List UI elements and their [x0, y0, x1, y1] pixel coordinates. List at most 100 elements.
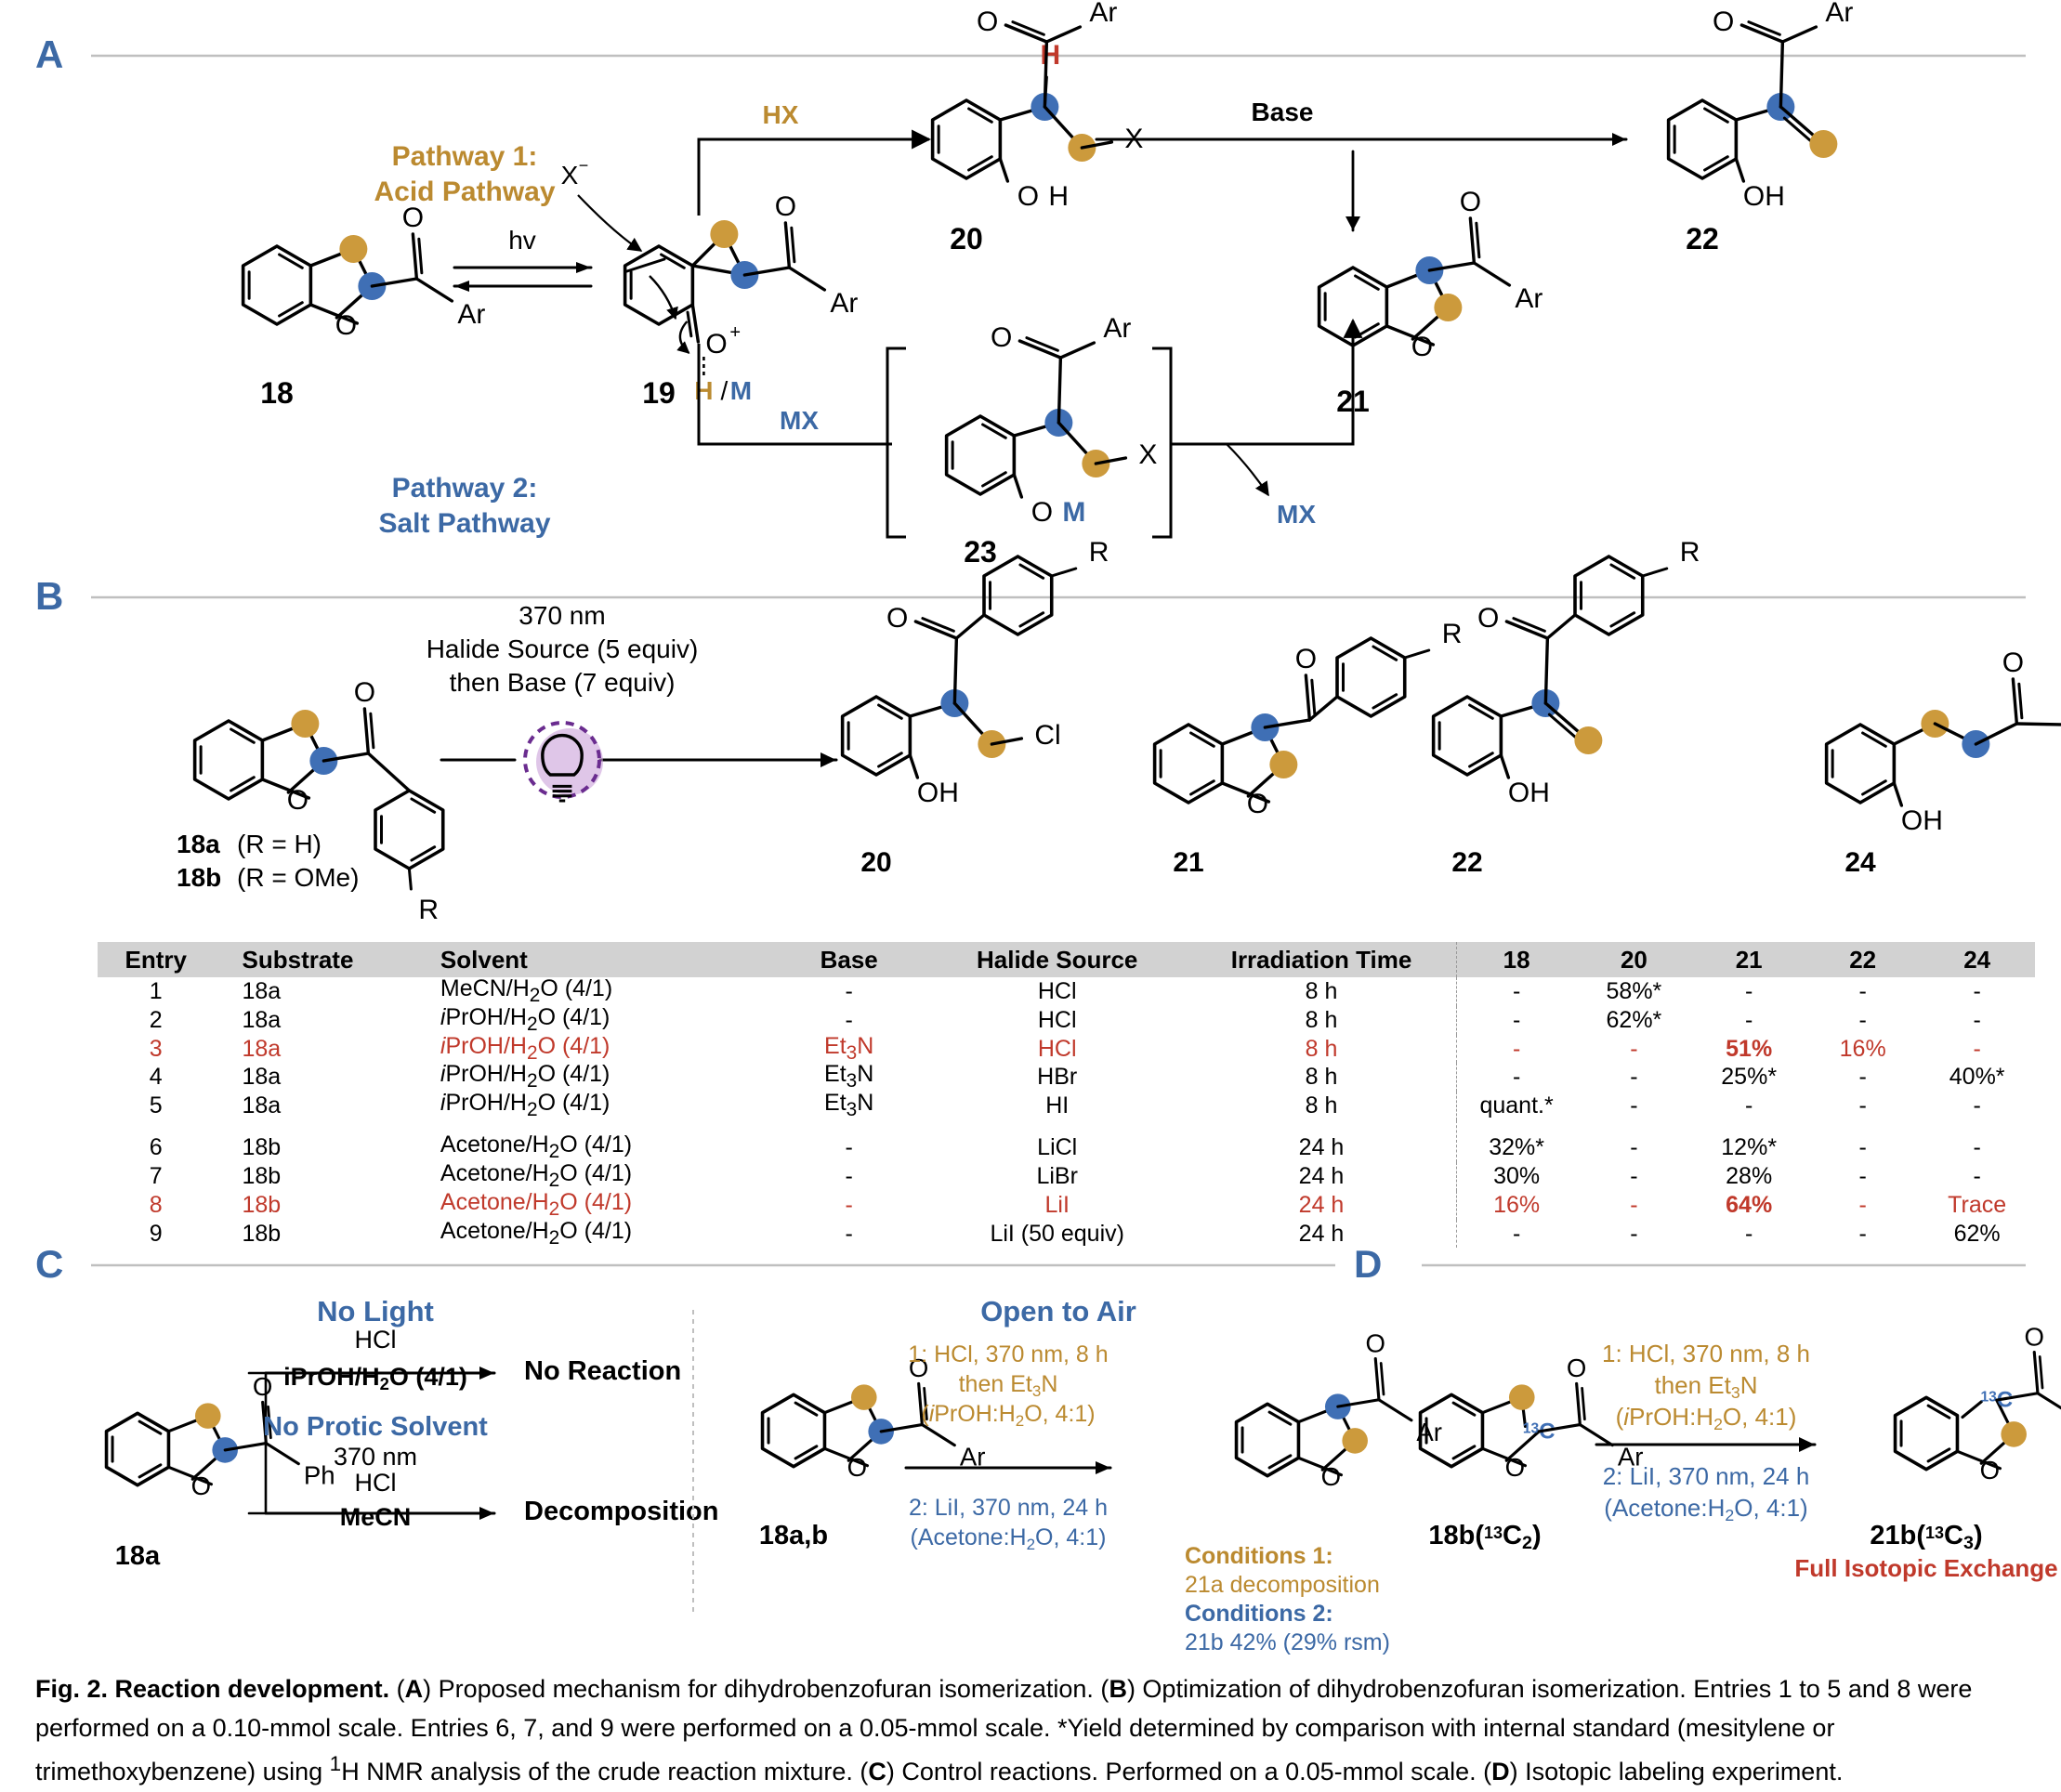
svg-text:O: O [1505, 1453, 1525, 1482]
svg-text:then Et3N: then Et3N [959, 1371, 1058, 1400]
svg-text:18b: 18b [177, 863, 221, 892]
svg-text:HCl: HCl [355, 1326, 397, 1354]
svg-text:Full Isotopic Exchange: Full Isotopic Exchange [1794, 1554, 2057, 1582]
svg-text:Ar: Ar [1515, 283, 1542, 314]
svg-text:Halide Source (5 equiv): Halide Source (5 equiv) [427, 634, 699, 663]
svg-text:then Et3N: then Et3N [1654, 1371, 1757, 1402]
svg-text:(Acetone:H2O, 4:1): (Acetone:H2O, 4:1) [1604, 1494, 1807, 1524]
svg-text:OH: OH [917, 778, 959, 808]
svg-text:24: 24 [1844, 847, 1876, 878]
svg-text:(iPrOH:H2O, 4:1): (iPrOH:H2O, 4:1) [1616, 1403, 1797, 1433]
svg-text:O: O [705, 329, 727, 360]
svg-text:R: R [1089, 537, 1109, 568]
svg-text:O: O [1411, 332, 1433, 362]
svg-text:23: 23 [964, 535, 997, 569]
svg-text:18: 18 [260, 376, 294, 410]
svg-text:MeCN: MeCN [340, 1503, 412, 1531]
svg-text:MX: MX [780, 406, 819, 435]
svg-text:OH: OH [1743, 181, 1785, 212]
svg-text:R: R [418, 895, 439, 925]
svg-text:O: O [991, 322, 1012, 353]
svg-text:21b 42% (29% rsm): 21b 42% (29% rsm) [1185, 1629, 1390, 1655]
svg-text:X: X [1138, 439, 1157, 470]
svg-text:(iPrOH:H2O, 4:1): (iPrOH:H2O, 4:1) [921, 1401, 1095, 1430]
svg-text:No Reaction: No Reaction [524, 1356, 681, 1386]
svg-text:1: HCl, 370 nm, 8 h: 1: HCl, 370 nm, 8 h [1602, 1340, 1810, 1367]
svg-text:HX: HX [763, 100, 799, 129]
svg-text:Pathway 1:: Pathway 1: [392, 141, 538, 172]
svg-text:hv: hv [508, 226, 536, 255]
svg-text:Pathway 2:: Pathway 2: [392, 473, 538, 504]
svg-text:18a,b: 18a,b [759, 1521, 828, 1550]
svg-text:O: O [1980, 1456, 2000, 1485]
svg-text:O: O [1247, 789, 1268, 819]
svg-text:C: C [35, 1242, 63, 1286]
svg-text:O: O [1295, 644, 1317, 674]
svg-text:20: 20 [950, 222, 983, 255]
svg-text:Open to Air: Open to Air [980, 1295, 1136, 1328]
svg-text:D: D [1354, 1242, 1382, 1286]
svg-text:O: O [253, 1372, 272, 1401]
svg-text:O: O [287, 785, 308, 816]
svg-text:B: B [35, 574, 63, 618]
svg-text:X: X [561, 161, 579, 190]
svg-text:370 nm: 370 nm [519, 601, 605, 630]
svg-text:20: 20 [860, 847, 891, 878]
svg-text:Ar: Ar [1103, 313, 1131, 344]
svg-text:O: O [191, 1472, 211, 1500]
svg-text:Salt Pathway: Salt Pathway [378, 508, 550, 539]
svg-text:Base: Base [1252, 98, 1314, 126]
svg-text:2: LiI, 370 nm, 24 h: 2: LiI, 370 nm, 24 h [909, 1495, 1108, 1521]
svg-text:21b(13C3): 21b(13C3) [1870, 1521, 1982, 1553]
svg-text:/: / [720, 376, 728, 405]
svg-text:1: HCl, 370 nm, 8 h: 1: HCl, 370 nm, 8 h [908, 1341, 1108, 1367]
svg-text:370 nm: 370 nm [334, 1443, 417, 1471]
svg-text:22: 22 [1451, 847, 1482, 878]
svg-text:iPrOH/H2O (4/1): iPrOH/H2O (4/1) [283, 1363, 467, 1393]
svg-text:(R = H): (R = H) [237, 830, 322, 858]
svg-text:No Light: No Light [317, 1295, 434, 1328]
svg-text:Ar: Ar [1825, 0, 1853, 28]
svg-text:O: O [886, 603, 908, 634]
svg-text:O: O [1567, 1354, 1586, 1382]
svg-text:OH: OH [1508, 778, 1550, 808]
svg-text:H: H [1041, 40, 1061, 71]
svg-text:O: O [1321, 1462, 1341, 1491]
svg-text:−: − [579, 156, 589, 175]
svg-text:O: O [1017, 181, 1039, 212]
svg-text:M: M [1062, 497, 1085, 528]
svg-text:Decomposition: Decomposition [524, 1497, 718, 1526]
svg-text:18a: 18a [177, 830, 220, 858]
svg-text:Conditions 2:: Conditions 2: [1185, 1601, 1333, 1627]
svg-text:O: O [847, 1453, 867, 1482]
svg-text:Cl: Cl [1034, 720, 1060, 751]
svg-text:Ar: Ar [830, 288, 858, 319]
svg-text:Acid Pathway: Acid Pathway [374, 177, 555, 207]
svg-text:O: O [2002, 647, 2024, 678]
svg-text:OH: OH [1901, 805, 1943, 836]
svg-text:21: 21 [1173, 847, 1203, 878]
svg-text:O: O [335, 310, 357, 341]
svg-text:Ar: Ar [457, 299, 485, 330]
svg-text:O: O [1477, 603, 1499, 634]
svg-text:(Acetone:H2O, 4:1): (Acetone:H2O, 4:1) [911, 1524, 1107, 1553]
svg-text:Ar: Ar [1089, 0, 1117, 28]
svg-text:then Base (7 equiv): then Base (7 equiv) [450, 668, 676, 697]
svg-text:O: O [1366, 1328, 1385, 1357]
svg-text:O: O [2025, 1322, 2044, 1351]
svg-text:O: O [1713, 7, 1734, 37]
svg-text:H: H [694, 376, 713, 405]
svg-text:18a: 18a [115, 1541, 161, 1571]
svg-text:R: R [1680, 537, 1700, 568]
svg-text:H: H [1048, 181, 1069, 212]
svg-text:22: 22 [1686, 222, 1719, 255]
svg-text:21a decomposition: 21a decomposition [1185, 1572, 1380, 1598]
svg-text:O: O [775, 191, 796, 222]
svg-text:A: A [35, 33, 63, 76]
svg-text:19: 19 [642, 376, 676, 410]
svg-text:2: LiI, 370 nm, 24 h: 2: LiI, 370 nm, 24 h [1603, 1462, 1810, 1490]
svg-text:No Protic Solvent: No Protic Solvent [263, 1412, 488, 1442]
svg-text:O: O [354, 677, 375, 708]
svg-text:O: O [977, 7, 998, 37]
svg-text:(R = OMe): (R = OMe) [237, 863, 359, 892]
